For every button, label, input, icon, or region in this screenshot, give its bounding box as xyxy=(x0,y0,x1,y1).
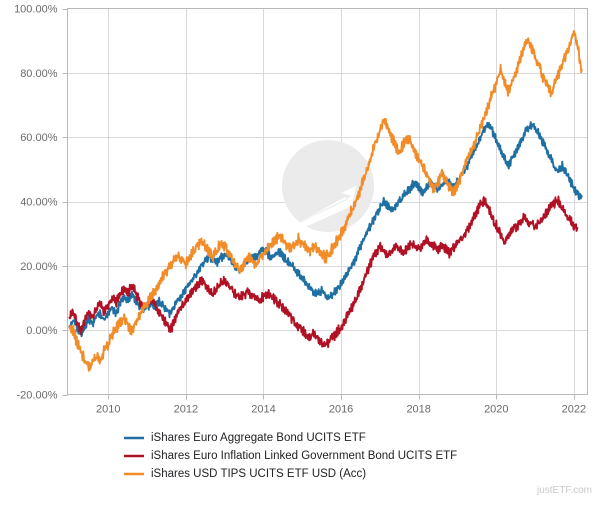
x-axis-labels: 2010 2012 2014 2016 2018 2020 2022 xyxy=(96,404,586,416)
y-axis-tick-label: 60.00% xyxy=(20,132,58,144)
plot-area-border xyxy=(67,8,588,395)
y-axis-tick-label: 80.00% xyxy=(20,68,58,80)
y-axis-tick-label: 40.00% xyxy=(20,197,58,209)
x-axis-tick-label: 2016 xyxy=(329,404,353,416)
y-axis-tick-label: 100.00% xyxy=(14,4,58,16)
x-axis-tick-label: 2018 xyxy=(406,404,430,416)
series-layer xyxy=(68,29,583,372)
series-line xyxy=(68,195,579,349)
x-axis-tick-label: 2012 xyxy=(174,404,198,416)
y-axis-tick-label: -20.00% xyxy=(17,390,58,402)
watermark-arrow xyxy=(300,186,356,222)
y-axis-labels: 100.00% 80.00% 60.00% 40.00% 20.00% 0.00% -20.… xyxy=(14,4,58,402)
x-axis-tick-label: 2022 xyxy=(562,404,586,416)
watermark-circle xyxy=(282,140,374,232)
watermark-arrow-tail xyxy=(297,200,352,228)
legend-item-label: iShares Euro Inflation Linked Government… xyxy=(151,450,457,462)
grid-layer xyxy=(67,8,588,395)
x-axis-tick-label: 2010 xyxy=(96,404,120,416)
x-axis-tick-label: 2020 xyxy=(484,404,508,416)
axis-layer xyxy=(62,8,588,400)
legend-item-label: iShares USD TIPS UCITS ETF USD (Acc) xyxy=(151,468,366,480)
attribution-text: justETF.com xyxy=(536,485,592,496)
chart-legend: iShares Euro Aggregate Bond UCITS ETF iSh… xyxy=(124,432,457,480)
y-axis-tick-label: 20.00% xyxy=(20,261,58,273)
series-line xyxy=(68,29,583,372)
series-line xyxy=(68,121,583,338)
y-axis-tick-label: 0.00% xyxy=(26,325,57,337)
x-axis-tick-label: 2014 xyxy=(251,404,275,416)
justetf-logo-watermark xyxy=(282,140,374,232)
legend-item-label: iShares Euro Aggregate Bond UCITS ETF xyxy=(151,432,366,444)
